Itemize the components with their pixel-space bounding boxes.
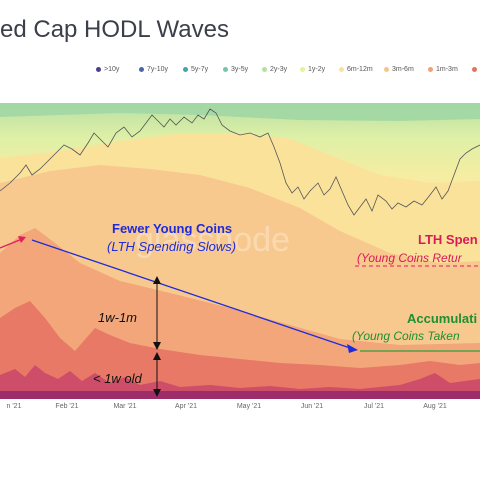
- annotation-accumulation: Accumulati: [407, 311, 477, 326]
- annotation-young-taken: (Young Coins Taken: [352, 329, 460, 343]
- legend-item[interactable]: >10y: [96, 66, 119, 73]
- legend-item[interactable]: 2y-3y: [262, 66, 287, 73]
- legend-swatch: [428, 66, 433, 72]
- legend-label: 1m-3m: [436, 66, 458, 73]
- x-tick-label: Jun '21: [300, 403, 324, 410]
- chart-title: ed Cap HODL Waves: [0, 16, 229, 43]
- band-less-than-1w: [0, 365, 480, 399]
- legend-item[interactable]: 7y-10y: [139, 66, 168, 73]
- measure-head-top: [153, 276, 161, 284]
- legend-item[interactable]: 1w: [472, 66, 480, 73]
- annotation-young-return: (Young Coins Retur: [357, 251, 463, 265]
- legend-item[interactable]: 6m-12m: [339, 66, 373, 73]
- legend-swatch: [139, 66, 144, 72]
- legend-label: 3m-6m: [392, 66, 414, 73]
- price-line: [0, 108, 480, 216]
- hodl-waves-plot: glassnode Fewer Young Coins (LTH Spendin…: [0, 103, 480, 399]
- legend-swatch: [339, 66, 344, 72]
- x-axis: n '21 Feb '21 Mar '21 Apr '21 May '21 Jun '21…: [0, 403, 480, 417]
- legend-label: 5y-7y: [191, 66, 209, 73]
- x-tick-label: Feb '21: [55, 403, 79, 410]
- trend-arrow-head: [347, 344, 358, 353]
- legend-item[interactable]: 5y-7y: [183, 66, 208, 73]
- legend-swatch: [472, 66, 477, 72]
- x-tick-label: Apr '21: [175, 403, 197, 410]
- x-tick-label: May '21: [236, 403, 262, 410]
- x-tick-label: Aug '21: [423, 403, 447, 410]
- band-older-than-2y: [0, 103, 480, 121]
- legend-item[interactable]: 3y-5y: [223, 66, 248, 73]
- measure-head-bottom: [153, 389, 161, 397]
- legend-label: 7y-10y: [147, 66, 169, 73]
- arrow-red-head: [18, 236, 26, 243]
- x-tick-label: Jul '21: [363, 403, 385, 410]
- legend-label: 6m-12m: [347, 66, 373, 73]
- legend-swatch: [300, 66, 305, 72]
- legend-label: 1y-2y: [308, 66, 326, 73]
- annotation-fewer-young-coins: Fewer Young Coins: [112, 221, 232, 236]
- band-1w-1m: [0, 301, 480, 399]
- legend-label: >10y: [104, 66, 120, 73]
- annotation-lth-spend: LTH Spen: [418, 232, 478, 247]
- legend: >10y 7y-10y 5y-7y 3y-5y 2y-3y 1y-2y 6m-12m 3m-6…: [0, 66, 480, 80]
- measure-head-mid: [153, 342, 161, 350]
- trend-arrow-lth-slows: [31, 239, 351, 349]
- annotation-band-1w-1m: 1w-1m: [98, 310, 137, 325]
- legend-item[interactable]: 1y-2y: [300, 66, 325, 73]
- x-tick-label: Mar '21: [113, 403, 137, 410]
- legend-item[interactable]: 3m-6m: [384, 66, 414, 73]
- annotation-lth-spending-slows: (LTH Spending Slows): [107, 239, 236, 254]
- legend-swatch: [384, 66, 389, 72]
- legend-item[interactable]: 1m-3m: [428, 66, 458, 73]
- band-old-coins-base: [0, 391, 480, 399]
- legend-swatch: [223, 66, 228, 72]
- x-tick-label: n '21: [6, 403, 22, 410]
- legend-label: 3y-5y: [231, 66, 249, 73]
- legend-label: 2y-3y: [270, 66, 288, 73]
- legend-swatch: [183, 66, 188, 72]
- legend-swatch: [262, 66, 267, 72]
- annotation-band-lt-1w: < 1w old: [93, 371, 143, 386]
- legend-swatch: [96, 66, 101, 72]
- watermark: glassnode: [135, 221, 290, 259]
- measure-head-mid2: [153, 352, 161, 360]
- arrow-red-incoming: [0, 238, 23, 249]
